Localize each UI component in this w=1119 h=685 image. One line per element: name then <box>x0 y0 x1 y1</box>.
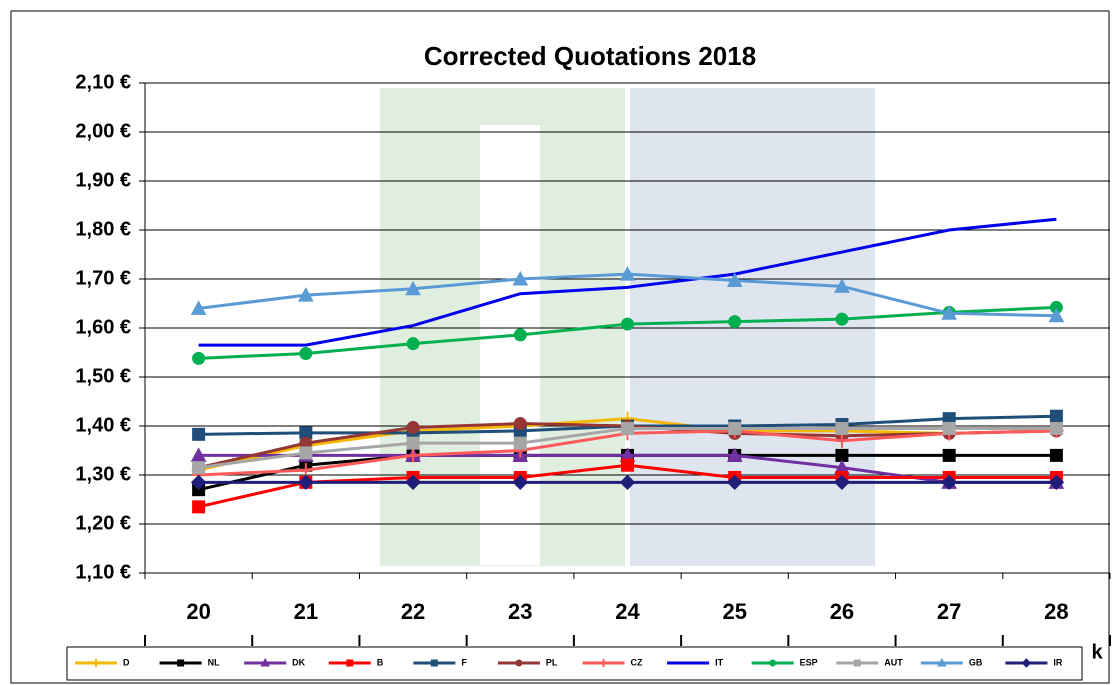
legend-label: DK <box>292 657 305 667</box>
marker <box>836 422 848 434</box>
marker <box>943 449 955 461</box>
x-tick-label: 24 <box>615 599 640 624</box>
chart: Corrected Quotations 2018 k 1,10 € 1,20 €… <box>0 0 1119 685</box>
y-tick-label: 1,30 € <box>75 463 131 485</box>
marker <box>1050 422 1062 434</box>
marker <box>407 338 419 350</box>
marker <box>193 428 205 440</box>
marker <box>622 459 634 471</box>
marker <box>514 437 526 449</box>
marker <box>300 347 312 359</box>
legend-marker <box>770 660 776 666</box>
marker <box>407 437 419 449</box>
y-tick-label: 2,10 € <box>75 71 131 93</box>
legend-label: ESP <box>800 657 818 667</box>
marker <box>836 313 848 325</box>
legend-label: NL <box>208 657 220 667</box>
legend-label: F <box>461 657 467 667</box>
legend-label: IR <box>1053 657 1063 667</box>
marker <box>514 418 526 430</box>
legend-label: AUT <box>884 657 903 667</box>
marker <box>622 318 634 330</box>
legend-marker <box>854 660 860 666</box>
x-tick-label: 20 <box>186 599 210 624</box>
y-tick-label: 1,90 € <box>75 169 131 191</box>
legend-marker <box>347 660 353 666</box>
y-tick-label: 1,60 € <box>75 316 131 338</box>
legend-marker <box>516 660 522 666</box>
marker <box>514 329 526 341</box>
marker <box>407 421 419 433</box>
marker <box>193 501 205 513</box>
chart-title: Corrected Quotations 2018 <box>424 41 756 71</box>
marker <box>193 462 205 474</box>
x-tick-label: 27 <box>937 599 961 624</box>
marker <box>300 447 312 459</box>
x-tick-label: 25 <box>722 599 746 624</box>
y-tick-label: 2,00 € <box>75 120 131 142</box>
legend-label: CZ <box>631 657 643 667</box>
x-tick-label: 28 <box>1044 599 1068 624</box>
marker <box>729 316 741 328</box>
y-tick-label: 1,50 € <box>75 365 131 387</box>
marker <box>1050 410 1062 422</box>
y-tick-label: 1,40 € <box>75 414 131 436</box>
legend-marker <box>431 660 437 666</box>
legend-label: B <box>377 657 384 667</box>
marker <box>943 422 955 434</box>
x-tick-label: 21 <box>294 599 318 624</box>
marker <box>193 352 205 364</box>
legend-marker <box>178 660 184 666</box>
y-tick-label: 1,70 € <box>75 267 131 289</box>
marker <box>622 422 634 434</box>
legend-label: GB <box>969 657 983 667</box>
y-tick-label: 1,10 € <box>75 561 131 583</box>
x-tick-label: 23 <box>508 599 532 624</box>
y-tick-label: 1,80 € <box>75 218 131 240</box>
marker <box>1050 449 1062 461</box>
legend-label: D <box>123 657 130 667</box>
legend-label: IT <box>715 657 724 667</box>
marker <box>729 422 741 434</box>
y-tick-label: 1,20 € <box>75 512 131 534</box>
x-tick-label: 22 <box>401 599 425 624</box>
x-tick-label: 26 <box>830 599 854 624</box>
legend-label: PL <box>546 657 558 667</box>
x-axis-label: k <box>1091 641 1103 663</box>
